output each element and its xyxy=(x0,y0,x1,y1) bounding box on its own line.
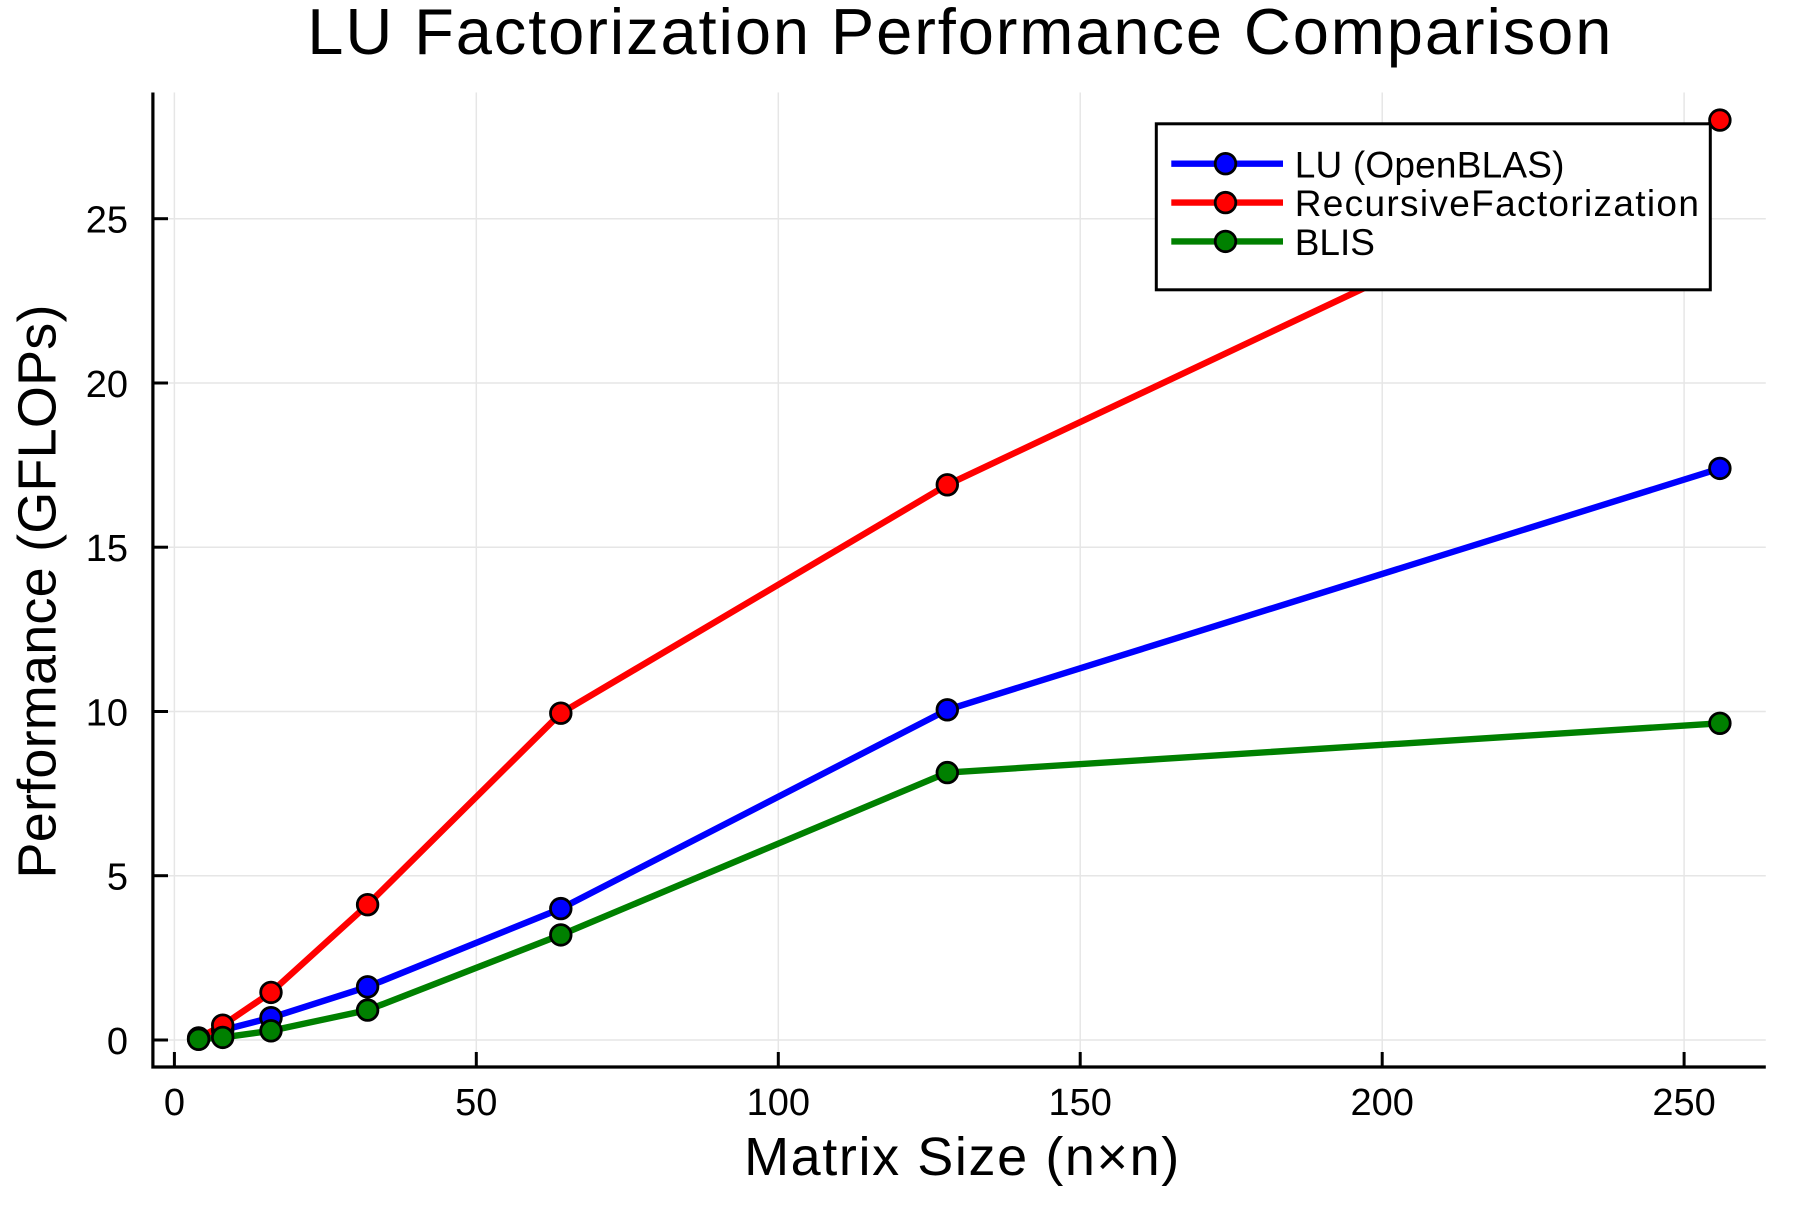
svg-text:LU (OpenBLAS): LU (OpenBLAS) xyxy=(1295,144,1565,185)
svg-text:0: 0 xyxy=(164,1082,185,1124)
svg-text:200: 200 xyxy=(1350,1082,1413,1124)
svg-text:25: 25 xyxy=(86,200,128,242)
svg-text:0: 0 xyxy=(107,1021,128,1063)
svg-text:Matrix Size (n×n): Matrix Size (n×n) xyxy=(744,1127,1181,1187)
svg-text:250: 250 xyxy=(1652,1082,1715,1124)
svg-text:15: 15 xyxy=(86,528,128,570)
svg-text:BLIS: BLIS xyxy=(1295,222,1375,263)
svg-text:150: 150 xyxy=(1048,1082,1111,1124)
svg-text:5: 5 xyxy=(107,857,128,899)
svg-text:Performance (GFLOPs): Performance (GFLOPs) xyxy=(7,304,67,878)
svg-text:20: 20 xyxy=(86,364,128,406)
svg-text:10: 10 xyxy=(86,692,128,734)
svg-text:100: 100 xyxy=(747,1082,810,1124)
svg-text:RecursiveFactorization: RecursiveFactorization xyxy=(1295,183,1701,224)
svg-text:50: 50 xyxy=(455,1082,497,1124)
svg-text:LU Factorization Performance C: LU Factorization Performance Comparison xyxy=(307,0,1613,68)
